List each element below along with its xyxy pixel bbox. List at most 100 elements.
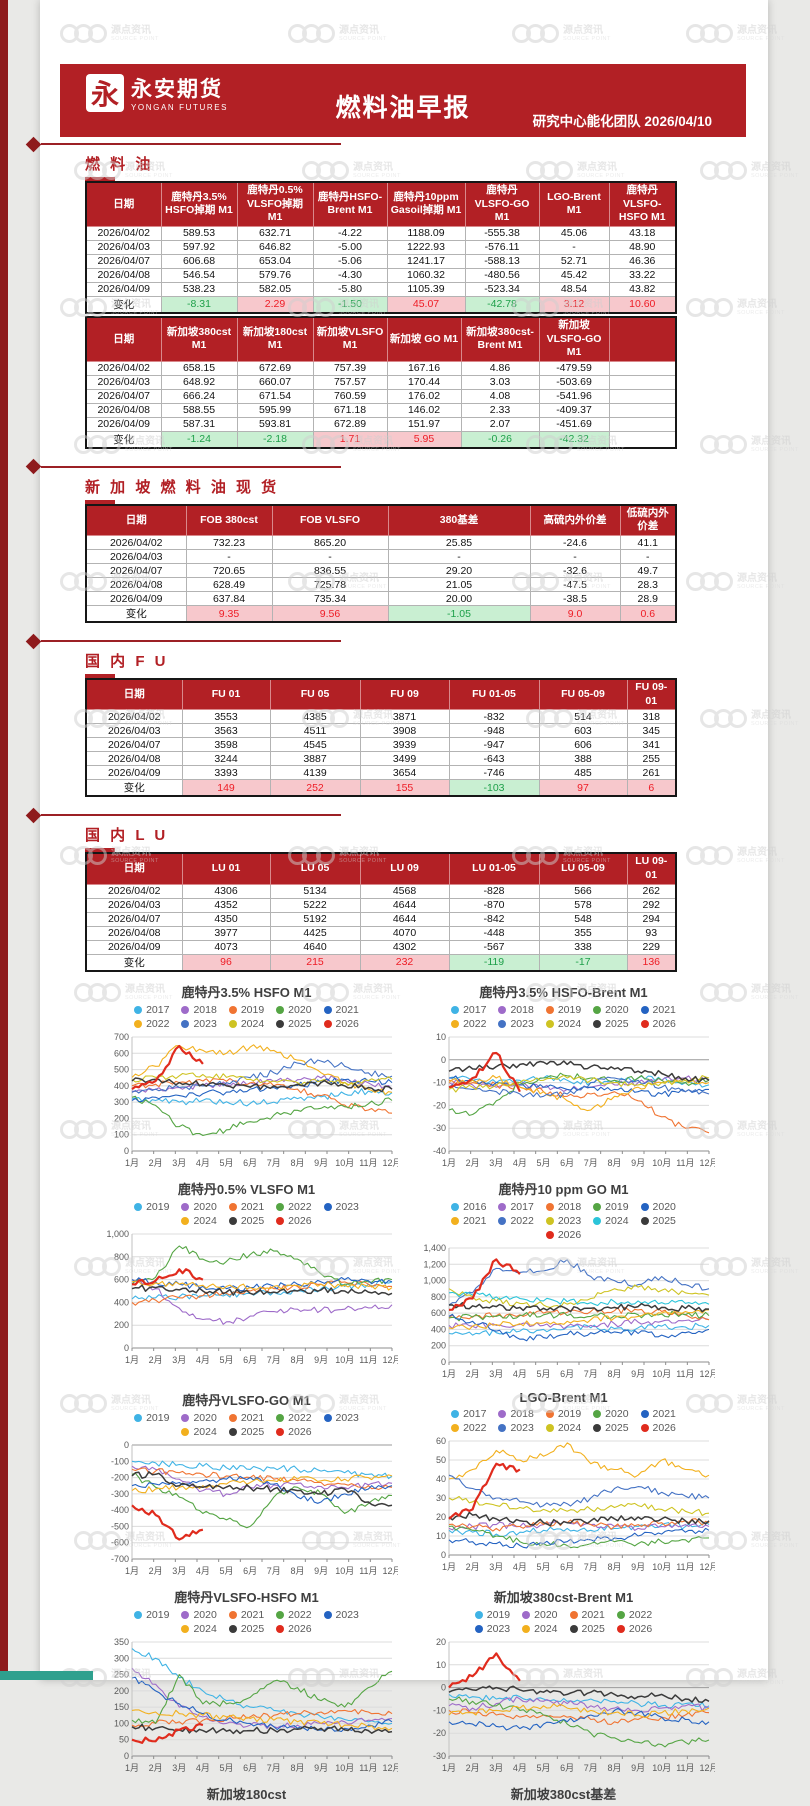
value-cell: 3244 xyxy=(181,751,271,767)
legend-year: 2025 xyxy=(240,1425,265,1438)
change-cell: -17 xyxy=(538,953,628,972)
value-cell: -448 xyxy=(448,925,540,941)
legend-year: 2019 xyxy=(557,1407,582,1420)
svg-text:600: 600 xyxy=(114,1048,129,1058)
value-cell: 4.08 xyxy=(460,388,540,404)
value-cell: 1241.17 xyxy=(386,253,466,269)
date-cell: 2026/04/09 xyxy=(85,416,162,432)
value-cell: 2.07 xyxy=(460,416,540,432)
value-cell xyxy=(608,402,677,418)
table-row: 2026/04/02 732.23 865.20 25.85 -24.6 41.1 xyxy=(85,535,677,551)
table-row: 2026/04/02 589.53 632.71 -4.22 1188.09 -555.3… xyxy=(85,225,677,241)
legend-year: 2017 xyxy=(146,1003,170,1016)
value-cell: 318 xyxy=(626,709,677,725)
legend-item: 2022 xyxy=(451,1422,486,1434)
svg-text:0: 0 xyxy=(441,1357,446,1367)
value-cell: 3598 xyxy=(181,737,271,753)
svg-text:2月: 2月 xyxy=(149,1158,163,1168)
legend-item: 2021 xyxy=(640,1004,676,1016)
table-row: 2026/04/03 4352 5222 4644 -870 578 292 xyxy=(85,897,677,913)
svg-text:400: 400 xyxy=(114,1081,129,1091)
legend-item: 2019 xyxy=(545,1407,582,1420)
section-title: 燃 料 油 xyxy=(85,156,154,173)
series-dot-icon xyxy=(228,1005,237,1014)
col-header: 鹿特丹0.5% VLSFO掉期 M1 xyxy=(236,181,314,227)
value-cell: 671.54 xyxy=(236,388,314,404)
date-cell: 2026/04/02 xyxy=(85,535,187,551)
value-cell: 167.16 xyxy=(386,360,462,376)
value-cell: 170.44 xyxy=(386,374,462,390)
legend-year: 2022 xyxy=(146,1017,170,1030)
svg-text:2月: 2月 xyxy=(466,1158,480,1168)
series-dot-icon xyxy=(181,1019,190,1028)
svg-text:11月: 11月 xyxy=(359,1566,377,1576)
legend-year: 2021 xyxy=(652,1407,676,1420)
svg-text:7月: 7月 xyxy=(584,1158,598,1168)
svg-text:5月: 5月 xyxy=(537,1369,551,1379)
section-rule xyxy=(25,807,768,824)
value-cell: 48.90 xyxy=(608,239,677,255)
svg-text:12月: 12月 xyxy=(699,1158,715,1168)
value-cell: - xyxy=(271,549,389,565)
value-cell: 5192 xyxy=(269,911,361,927)
col-header: LU 09-01 xyxy=(626,852,677,885)
series-dot-icon xyxy=(640,1202,649,1211)
chart-block: 鹿特丹VLSFO-GO M1 2019 2020 2021 2022 2023 2024 20… xyxy=(95,1390,398,1579)
series-line-2025 xyxy=(131,1284,393,1296)
svg-text:-400: -400 xyxy=(111,1505,129,1515)
change-cell: 136 xyxy=(626,953,677,972)
value-cell: -47.5 xyxy=(529,577,621,593)
svg-text:-700: -700 xyxy=(111,1554,129,1564)
svg-text:12月: 12月 xyxy=(699,1562,715,1572)
value-cell: 578 xyxy=(538,897,628,913)
rotterdam-swap-table: 日期 鹿特丹3.5% HSFO掉期 M1 鹿特丹0.5% VLSFO掉期 M1 鹿特丹… xyxy=(85,181,677,314)
value-cell: 1222.93 xyxy=(386,239,466,255)
change-cell: 10.60 xyxy=(608,295,677,314)
change-cell: 215 xyxy=(269,953,361,972)
value-cell: 671.18 xyxy=(312,402,388,418)
svg-text:-200: -200 xyxy=(111,1472,129,1482)
series-line-2026 xyxy=(131,1504,204,1541)
svg-text:10月: 10月 xyxy=(652,1369,671,1379)
chart-title: LGO-Brent M1 xyxy=(519,1389,608,1405)
value-cell: 836.55 xyxy=(271,563,389,579)
chart-legend: 2017 2018 2019 2020 2021 2022 2023 2024 2025 2026 xyxy=(451,1004,676,1030)
legend-item: 2024 xyxy=(181,1215,217,1227)
svg-text:-10: -10 xyxy=(433,1705,446,1715)
svg-text:0: 0 xyxy=(124,1146,129,1156)
series-line-2017 xyxy=(448,1074,710,1088)
svg-text:3月: 3月 xyxy=(172,1158,186,1168)
change-cell: -119 xyxy=(448,953,540,972)
legend-item: 2023 xyxy=(474,1623,510,1635)
series-dot-icon xyxy=(181,1624,190,1633)
svg-text:7月: 7月 xyxy=(584,1562,598,1572)
svg-text:1,200: 1,200 xyxy=(423,1259,446,1269)
chart-block: 鹿特丹3.5% HSFO-Brent M1 2017 2018 2019 2020 202… xyxy=(412,982,715,1171)
series-line-2020 xyxy=(131,1465,393,1497)
col-header: 380基差 xyxy=(387,504,531,537)
value-cell: 606.68 xyxy=(160,253,238,269)
legend-year: 2022 xyxy=(463,1017,487,1030)
change-cell: -2.18 xyxy=(236,430,314,449)
svg-text:200: 200 xyxy=(114,1113,129,1123)
legend-year: 2019 xyxy=(240,1003,265,1016)
series-line-2024 xyxy=(131,1474,393,1493)
svg-text:4月: 4月 xyxy=(513,1369,527,1379)
svg-text:3月: 3月 xyxy=(172,1566,186,1576)
svg-text:800: 800 xyxy=(114,1251,129,1261)
svg-text:10: 10 xyxy=(436,1032,446,1042)
svg-text:8月: 8月 xyxy=(290,1566,304,1576)
col-header: LU 01 xyxy=(181,852,271,885)
series-dot-icon xyxy=(228,1202,237,1211)
value-cell: -541.96 xyxy=(538,388,610,404)
svg-text:3月: 3月 xyxy=(489,1562,503,1572)
series-dot-icon xyxy=(640,1005,649,1014)
svg-text:1月: 1月 xyxy=(442,1369,456,1379)
table-row: 2026/04/02 4306 5134 4568 -828 566 262 xyxy=(85,883,677,899)
svg-text:5月: 5月 xyxy=(537,1158,551,1168)
value-cell: 646.82 xyxy=(236,239,314,255)
svg-text:2月: 2月 xyxy=(466,1763,480,1773)
svg-text:100: 100 xyxy=(114,1129,129,1139)
value-cell: -643 xyxy=(448,751,540,767)
change-label: 变化 xyxy=(85,430,162,449)
